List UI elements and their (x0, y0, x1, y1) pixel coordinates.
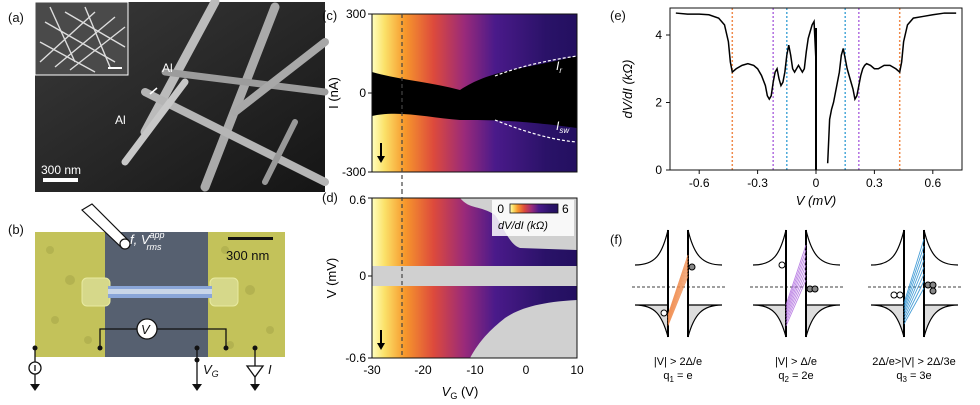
panel-b-device: f, Vapp rms 300 nm V VG I (28, 203, 285, 391)
gate-label: VG (203, 362, 219, 379)
source-label: f, Vapp rms (130, 230, 165, 252)
d-xtick-2: -10 (466, 363, 484, 377)
panel-a-label: (a) (8, 10, 24, 25)
ytick-label-2: 4 (655, 28, 662, 42)
d-xtick-3: 0 (523, 363, 530, 377)
panel-c-map: 300 0 -300 I (nA) Ir Isw (326, 7, 578, 190)
ytick-label-1: 2 (655, 96, 662, 110)
current-label: I (268, 362, 272, 377)
panel-c-label: (c) (322, 8, 338, 23)
caption-condition-3: 2Δ/e>|V| > 2Δ/3e (872, 356, 955, 368)
xtick-label-0: -0.6 (689, 176, 710, 190)
caption-charge-3: q3 = 3e (896, 370, 931, 384)
cbar-min: 0 (497, 202, 504, 216)
caption-condition-1: |V| > 2Δ/e (654, 356, 702, 368)
d-ylabel: V (mV) (324, 258, 339, 298)
d-xlabel: VG (V) (442, 384, 479, 401)
xtick-label-1: -0.3 (747, 176, 768, 190)
c-ytick-neg300: -300 (342, 165, 366, 179)
panel-f-label: (f) (610, 232, 623, 247)
xtick-label-4: 0.6 (924, 176, 941, 190)
tunneling-diagram-3: 2Δ/e>|V| > 2Δ/3e q3 = 3e (868, 229, 961, 384)
d-ytick-neg06: -0.6 (345, 351, 366, 365)
panel-d-map: 0 6 dV/dI (kΩ) 0.6 0 -0.6 V (mV) -30 -20… (324, 190, 584, 401)
panel-a-image: Al Al 300 nm (34, 0, 329, 192)
curve-negative (675, 12, 817, 101)
d-ytick-0: 0 (359, 269, 366, 283)
d-xtick-0: -30 (363, 363, 381, 377)
c-ytick-0: 0 (359, 86, 366, 100)
ir-label: Ir (556, 59, 562, 75)
isw-label: Isw (556, 119, 570, 135)
d-xtick-4: 10 (570, 363, 584, 377)
c-ylabel: I (nA) (326, 77, 341, 109)
cbar-max: 6 (562, 202, 569, 216)
curve-positive (826, 12, 957, 164)
tunneling-diagram-1: |V| > 2Δ/e q1 = e (632, 229, 725, 384)
xtick-label-2: 0 (813, 176, 820, 190)
e-ylabel: dV/dI (kΩ) (620, 59, 635, 118)
panel-b-label: (b) (8, 222, 24, 237)
voltmeter-label: V (141, 322, 151, 337)
d-ytick-06: 0.6 (349, 193, 366, 207)
panel-e-label: (e) (610, 8, 626, 23)
cbar-label: dV/dI (kΩ) (498, 220, 548, 232)
panel-f-diagrams: |V| > 2Δ/e q1 = e |V| > Δ/e q2 = 2e 2Δ/e>|V|… (632, 229, 961, 384)
al-label-top: Al (162, 61, 173, 75)
ytick-label-0: 0 (655, 163, 662, 177)
caption-condition-2: |V| > Δ/e (775, 356, 817, 368)
caption-charge-1: q1 = e (663, 370, 692, 384)
xtick-label-3: 0.3 (866, 176, 883, 190)
tunneling-diagram-2: |V| > Δ/e q2 = 2e (750, 229, 843, 384)
panel-e-chart: -0.6 -0.3 0 0.3 0.6 0 2 4 V (mV) dV/dI (kΩ) (620, 7, 963, 208)
al-label-left: Al (115, 113, 126, 127)
scale-bar-a: 300 nm (41, 163, 81, 177)
caption-charge-2: q2 = 2e (778, 370, 813, 384)
e-xlabel: V (mV) (796, 193, 836, 208)
scale-bar-b: 300 nm (226, 248, 269, 263)
panel-d-label: (d) (322, 190, 338, 205)
c-ytick-300: 300 (346, 7, 366, 21)
d-xtick-1: -20 (414, 363, 432, 377)
